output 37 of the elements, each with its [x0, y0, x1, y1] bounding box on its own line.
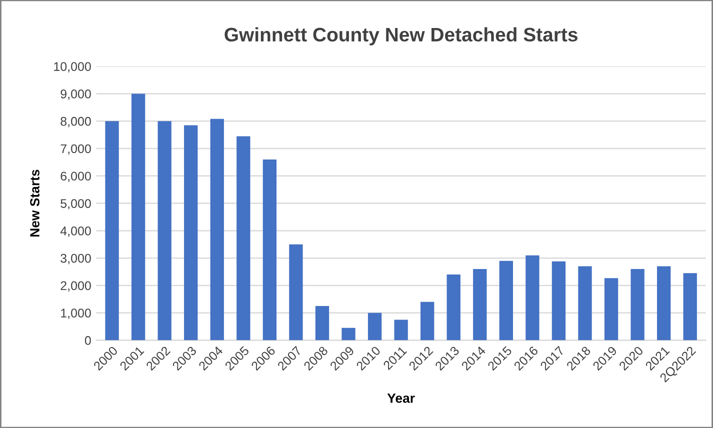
bar: [683, 273, 697, 340]
y-tick-label: 0: [84, 336, 91, 345]
bar: [499, 260, 513, 340]
bar: [473, 269, 487, 340]
bar: [158, 121, 172, 340]
y-tick-label: 2,000: [60, 281, 91, 292]
y-tick-label: 1,000: [61, 308, 91, 319]
bar: [394, 320, 408, 340]
bar: [604, 278, 618, 340]
y-tick-label: 6,000: [60, 172, 91, 182]
y-tick-label: 4,000: [60, 226, 91, 237]
bar: [630, 269, 644, 340]
y-tick-label: 9,000: [60, 90, 91, 100]
x-axis-title: Year: [387, 394, 415, 403]
bar: [262, 159, 277, 340]
bar: [552, 261, 566, 340]
bar: [446, 274, 460, 340]
bar: [420, 302, 434, 340]
bar: [210, 118, 224, 340]
bar: [184, 125, 198, 340]
chart-title: Gwinnett County New Detached Starts: [224, 27, 578, 46]
bar: [368, 312, 382, 340]
bar: [342, 328, 356, 340]
y-tick-label: 10,000: [54, 62, 91, 72]
y-axis-title: New Starts: [30, 170, 40, 237]
y-tick-label: 7,000: [60, 144, 91, 155]
bar: [526, 255, 540, 340]
bar: [289, 244, 303, 340]
bar: [236, 136, 250, 340]
bar: [656, 266, 671, 340]
y-tick-label: 8,000: [60, 116, 91, 128]
y-tick-label: 5,000: [60, 199, 91, 210]
bar: [315, 306, 330, 340]
y-tick-label: 3,000: [60, 254, 91, 264]
bar: [105, 121, 119, 340]
bar: [131, 94, 146, 340]
bar: [578, 266, 592, 340]
